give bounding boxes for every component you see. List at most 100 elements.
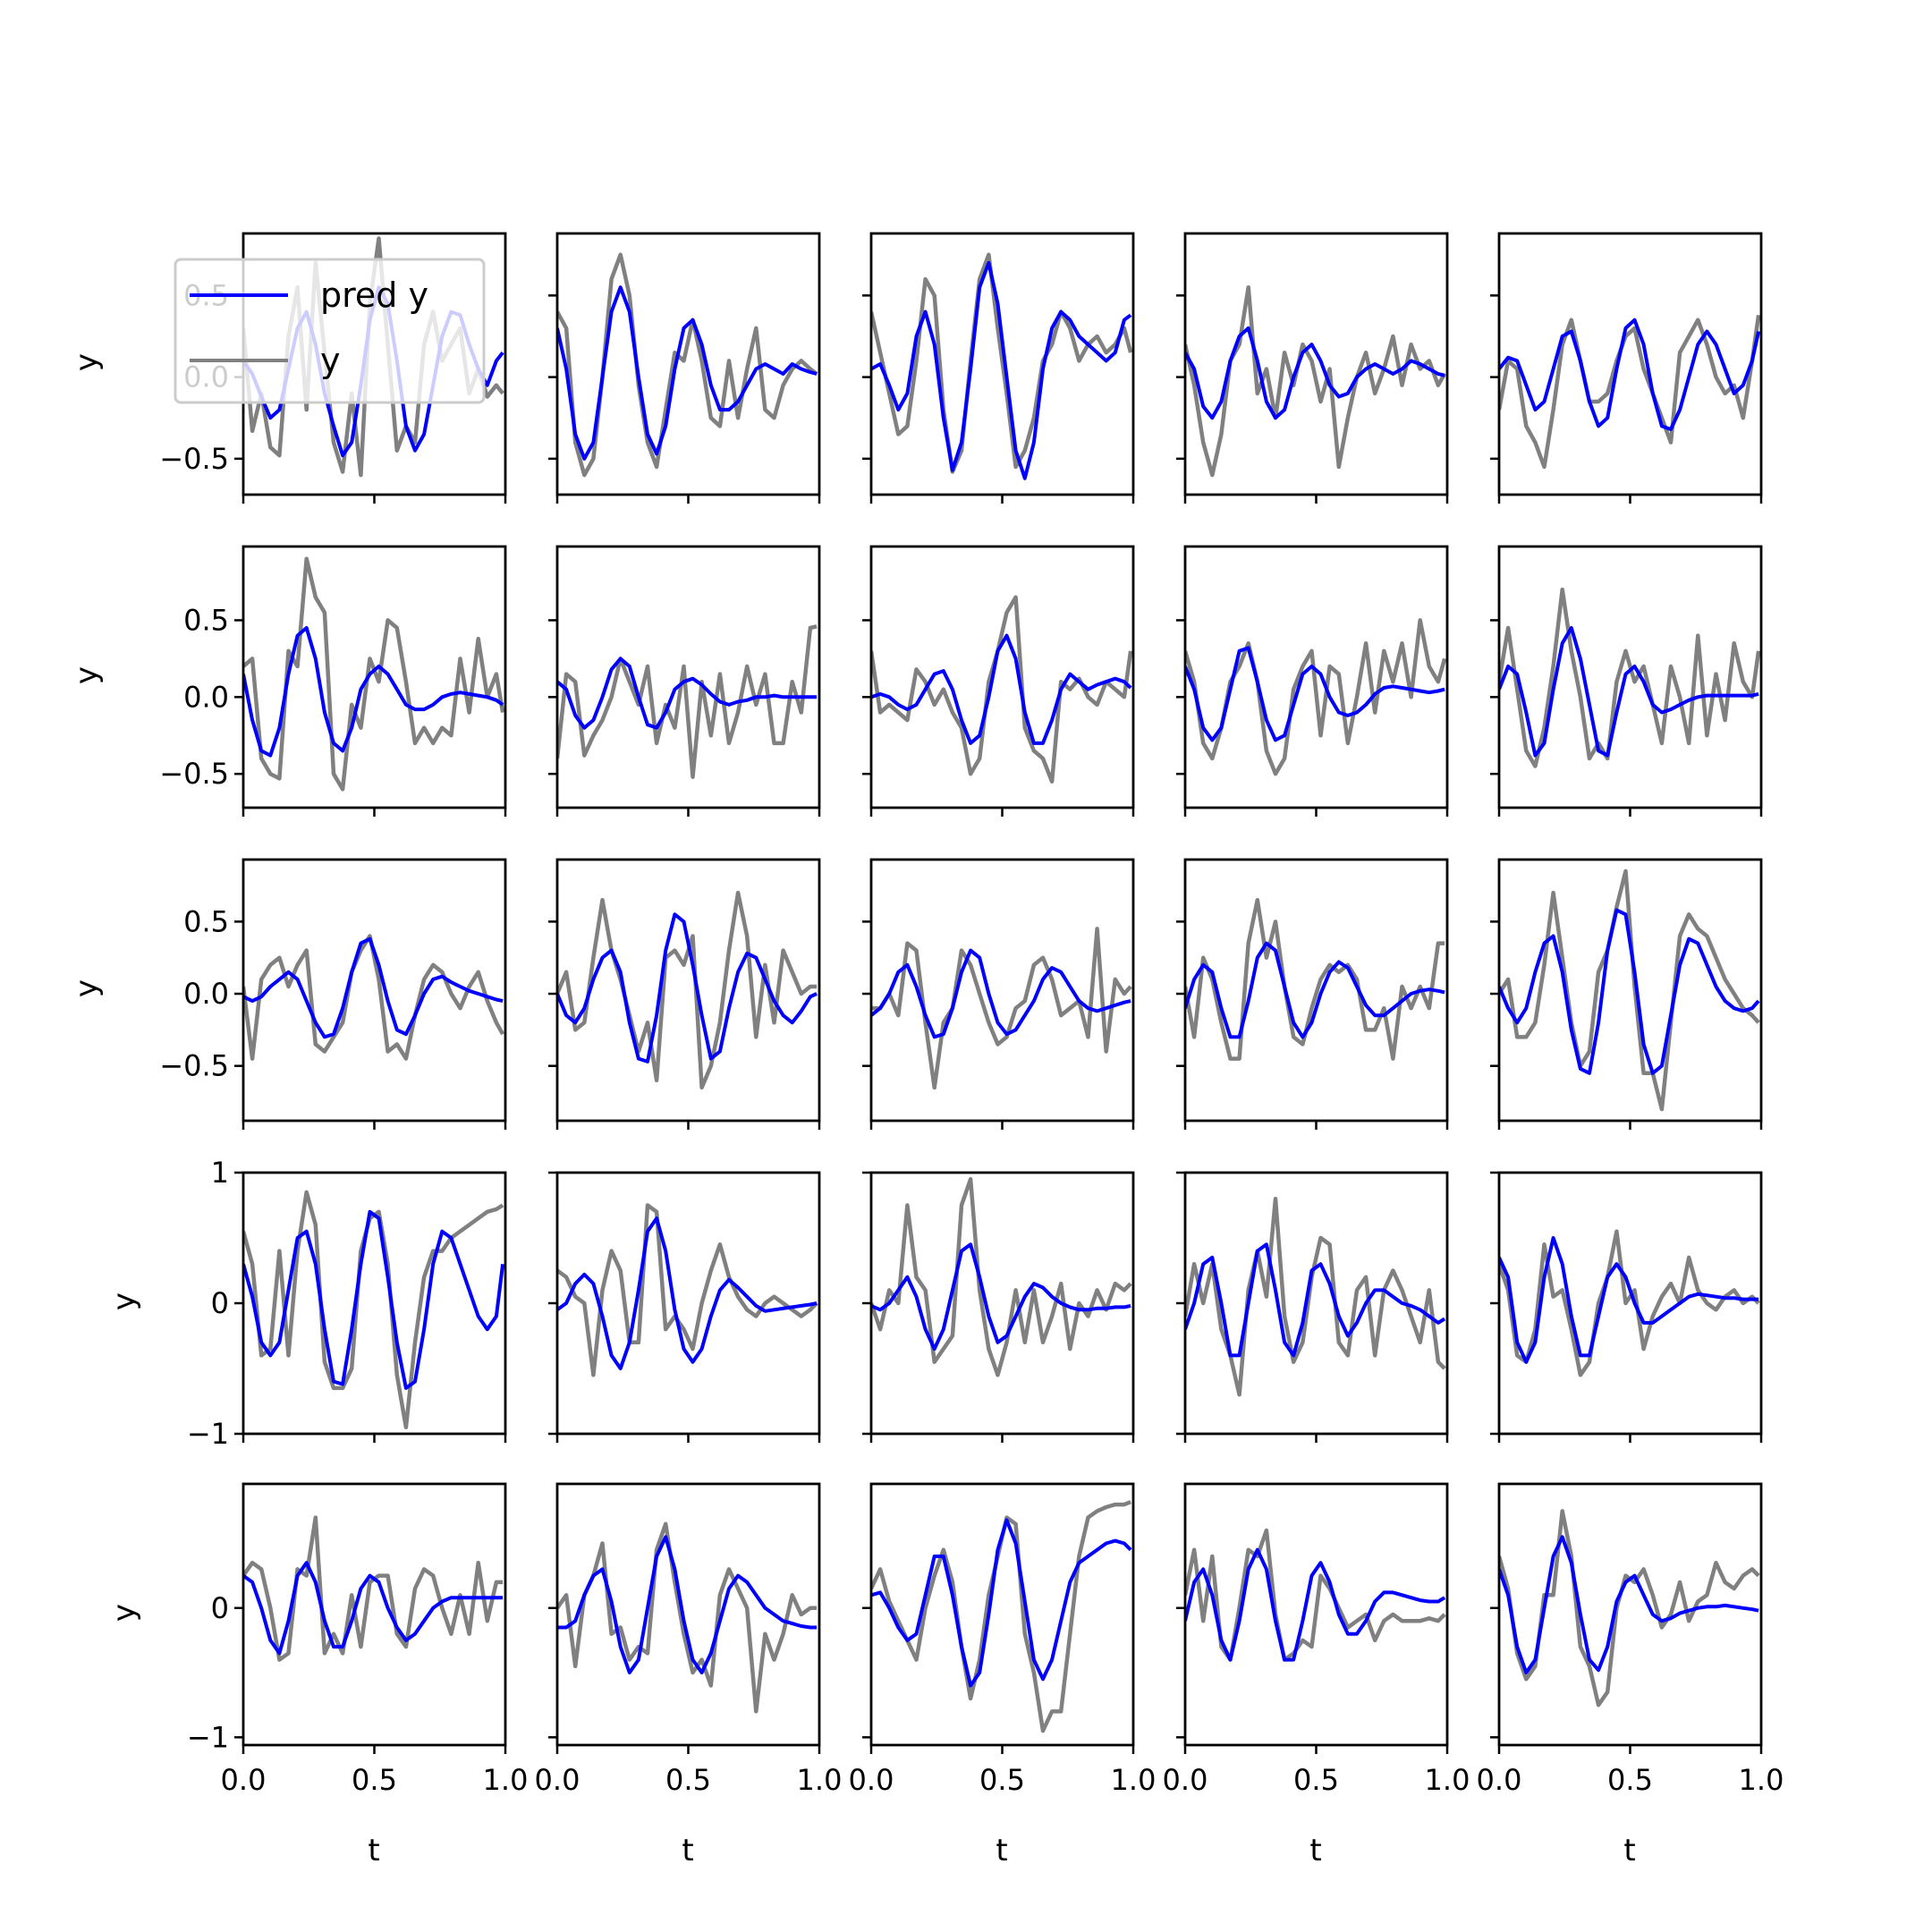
y-tick-label: 0.0 xyxy=(183,977,229,1011)
series-line-y xyxy=(243,934,505,1061)
y-axis-label: y xyxy=(69,979,105,997)
x-tick-label: 1.0 xyxy=(797,1763,843,1797)
series-line-y xyxy=(1499,1509,1760,1707)
subplot-5-3: 0.0 0.5 1.0 xyxy=(849,1482,1157,1797)
x-tick-label: 0.5 xyxy=(665,1763,711,1797)
x-tick-label: 0.5 xyxy=(979,1763,1025,1797)
legend-label-y: y xyxy=(320,341,341,380)
y-axis-label: y xyxy=(106,1292,142,1310)
x-tick-label: 1.0 xyxy=(483,1763,529,1797)
y-tick-label: 0 xyxy=(211,1591,229,1625)
subplot-lines xyxy=(1499,1509,1760,1707)
series-line-pred-y xyxy=(1185,326,1445,420)
series-line-y xyxy=(557,624,818,779)
subplot-lines xyxy=(1499,314,1761,470)
x-axis-label: t xyxy=(996,1833,1007,1868)
subplot-3-1: −0.5 0.0 0.5 xyxy=(159,858,507,1130)
series-line-pred-y xyxy=(871,1242,1131,1352)
subplot-grid: −0.5 0.0 0.5 −0.5 0.0 0.5 −0.5 0.0 0.5 −1 0 1 0.0 0.5… xyxy=(159,232,1784,1797)
series-line-pred-y xyxy=(243,1561,504,1656)
y-tick-label: −1 xyxy=(187,1417,229,1451)
x-tick-label: 1.0 xyxy=(1111,1763,1157,1797)
x-tick-label: 0.0 xyxy=(1477,1763,1522,1797)
y-tick-label: 0 xyxy=(211,1286,229,1320)
series-line-y xyxy=(1499,587,1761,768)
x-axis-label: t xyxy=(682,1833,693,1868)
subplot-lines xyxy=(1185,897,1445,1061)
subplot-1-3 xyxy=(862,232,1135,504)
subplot-4-1: −1 0 1 xyxy=(187,1156,507,1451)
subplot-2-4 xyxy=(1176,545,1449,817)
series-line-pred-y xyxy=(557,1535,818,1674)
series-line-pred-y xyxy=(1185,941,1445,1039)
x-tick-label: 0.0 xyxy=(1163,1763,1208,1797)
y-axis-label: y xyxy=(106,1604,142,1622)
subplot-lines xyxy=(557,890,818,1090)
y-tick-label: −0.5 xyxy=(159,1049,229,1083)
subplot-lines xyxy=(1499,1229,1760,1377)
subplot-2-2 xyxy=(548,545,821,817)
subplot-2-3 xyxy=(862,545,1135,817)
series-line-pred-y xyxy=(871,948,1131,1039)
series-line-y xyxy=(1185,897,1445,1061)
series-line-pred-y xyxy=(1499,908,1760,1075)
subplot-lines xyxy=(557,1521,818,1714)
series-line-pred-y xyxy=(1499,1236,1759,1364)
series-line-pred-y xyxy=(1185,1547,1446,1662)
series-line-pred-y xyxy=(557,657,818,730)
series-line-pred-y xyxy=(871,1518,1132,1688)
axes-frame xyxy=(555,545,821,809)
subplot-lines xyxy=(871,927,1132,1090)
series-line-y xyxy=(1185,618,1447,776)
series-line-pred-y xyxy=(243,936,504,1039)
x-tick-label: 0.0 xyxy=(221,1763,267,1797)
series-line-y xyxy=(1499,314,1761,470)
series-line-y xyxy=(557,1521,818,1714)
subplot-lines xyxy=(557,624,818,779)
subplot-3-4 xyxy=(1176,858,1449,1130)
subplot-1-2 xyxy=(548,232,821,504)
x-axis-label: t xyxy=(368,1833,379,1868)
series-line-pred-y xyxy=(1499,1535,1759,1674)
subplot-lines xyxy=(871,1177,1132,1377)
subplot-lines xyxy=(1185,1528,1446,1662)
subplot-1-5 xyxy=(1490,232,1763,504)
series-line-pred-y xyxy=(557,285,818,461)
series-line-pred-y xyxy=(1499,318,1761,431)
series-line-pred-y xyxy=(1185,1242,1446,1358)
x-tick-label: 0.5 xyxy=(352,1763,397,1797)
series-line-y xyxy=(243,1190,504,1429)
subplot-lines xyxy=(871,1500,1132,1733)
subplot-2-1: −0.5 0.0 0.5 xyxy=(159,545,507,817)
series-line-pred-y xyxy=(1499,626,1759,758)
series-line-pred-y xyxy=(243,626,504,758)
x-axis-labels: t t t t t xyxy=(368,1833,1635,1868)
y-tick-label: 0.0 xyxy=(183,680,229,714)
subplot-lines xyxy=(243,1190,505,1429)
series-line-y xyxy=(871,252,1133,474)
axes-frame xyxy=(1497,545,1763,809)
subplot-5-2: 0.0 0.5 1.0 xyxy=(535,1482,843,1797)
subplot-3-3 xyxy=(862,858,1135,1130)
subplot-lines xyxy=(243,934,505,1061)
x-tick-label: 1.0 xyxy=(1425,1763,1470,1797)
subplot-4-2 xyxy=(548,1171,821,1443)
x-tick-label: 0.0 xyxy=(849,1763,894,1797)
series-line-y xyxy=(557,890,818,1090)
subplot-lines xyxy=(557,1203,818,1377)
series-line-y xyxy=(243,556,505,792)
subplot-lines xyxy=(1185,284,1447,478)
series-line-y xyxy=(871,1177,1132,1377)
subplot-5-5: 0.0 0.5 1.0 xyxy=(1477,1482,1784,1797)
series-line-y xyxy=(1499,1229,1760,1377)
y-tick-label: −0.5 xyxy=(159,757,229,791)
subplot-lines xyxy=(1185,1196,1446,1397)
axes-frame xyxy=(869,1482,1135,1747)
subplot-5-4: 0.0 0.5 1.0 xyxy=(1163,1482,1470,1797)
x-tick-label: 0.0 xyxy=(535,1763,580,1797)
subplot-5-1: 0.0 0.5 1.0 −1 0 xyxy=(187,1482,529,1797)
x-tick-label: 0.5 xyxy=(1293,1763,1339,1797)
y-axis-labels: y y y y y xyxy=(69,353,142,1622)
y-axis-label: y xyxy=(69,666,105,684)
